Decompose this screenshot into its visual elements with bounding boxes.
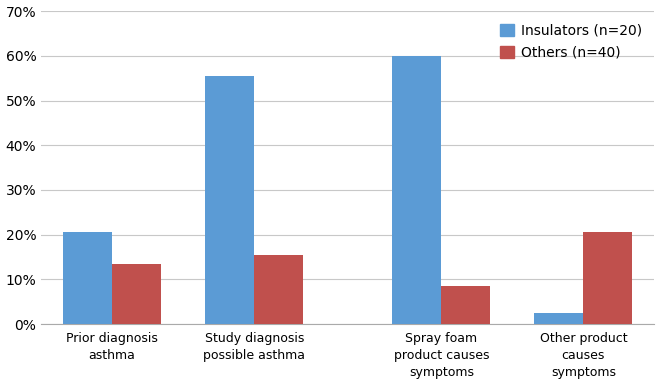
Bar [112, 264, 161, 324]
Bar [535, 313, 583, 324]
Bar [205, 76, 254, 324]
Bar [392, 56, 442, 324]
Bar [442, 286, 490, 324]
Bar [583, 233, 632, 324]
Legend: Insulators (n=20), Others (n=40): Insulators (n=20), Others (n=40) [494, 18, 647, 65]
Bar [254, 255, 303, 324]
Bar [63, 233, 112, 324]
